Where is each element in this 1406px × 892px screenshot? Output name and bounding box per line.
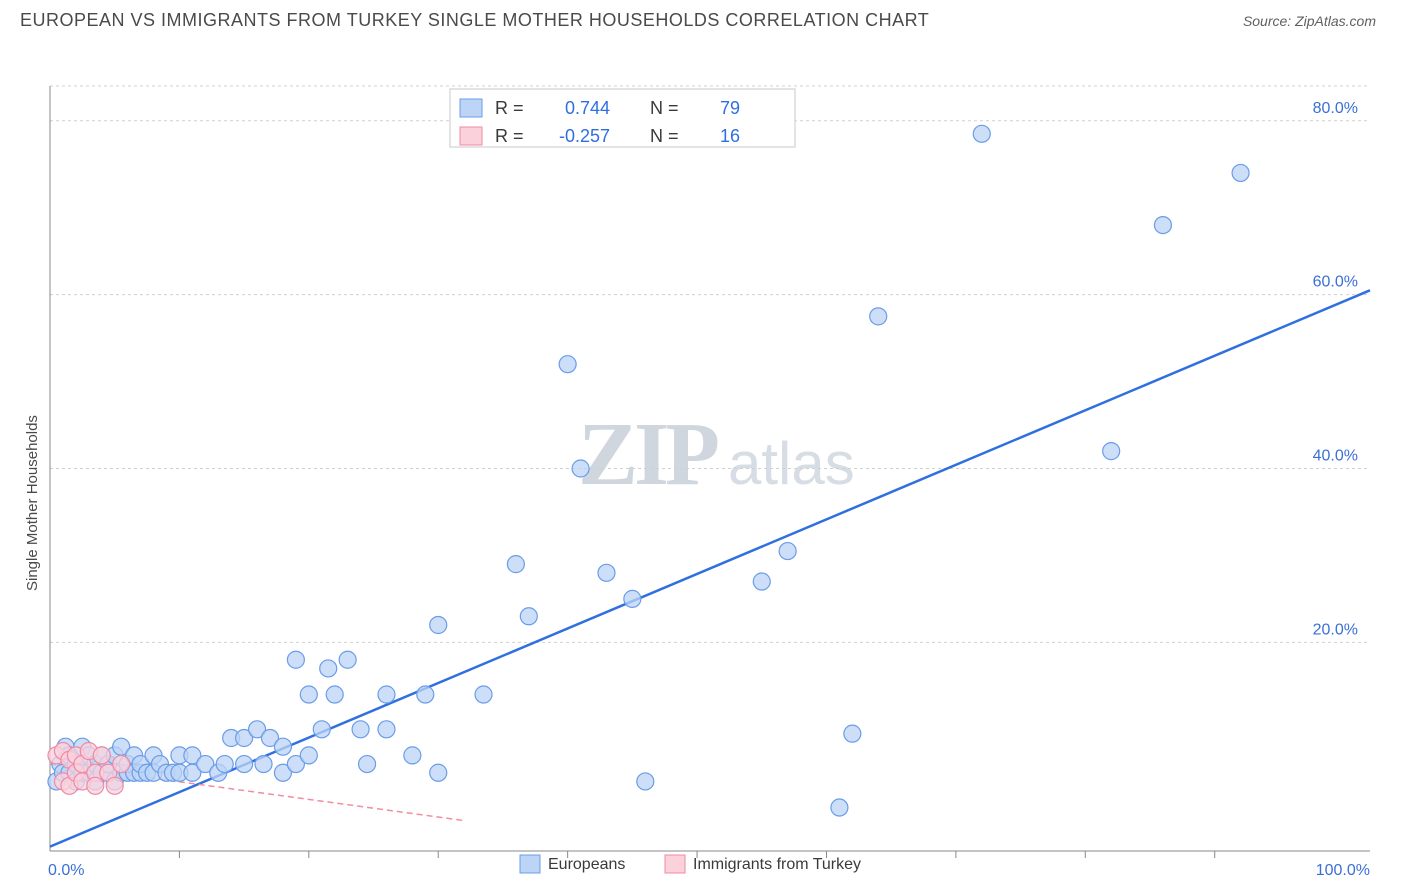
legend-swatch bbox=[520, 855, 540, 873]
data-point bbox=[520, 608, 537, 625]
data-point bbox=[274, 738, 291, 755]
data-point bbox=[313, 721, 330, 738]
data-point bbox=[216, 756, 233, 773]
data-point bbox=[1232, 164, 1249, 181]
data-point bbox=[93, 747, 110, 764]
data-point bbox=[1154, 217, 1171, 234]
data-point bbox=[359, 756, 376, 773]
y-tick-label: 80.0% bbox=[1313, 100, 1358, 117]
x-tick-label: 0.0% bbox=[48, 862, 84, 879]
data-point bbox=[507, 556, 524, 573]
data-point bbox=[430, 616, 447, 633]
data-point bbox=[870, 308, 887, 325]
legend-swatch bbox=[665, 855, 685, 873]
y-tick-label: 40.0% bbox=[1313, 448, 1358, 465]
data-point bbox=[753, 573, 770, 590]
watermark-text: atlas bbox=[728, 430, 855, 497]
stats-r-label: R = bbox=[495, 98, 524, 118]
stats-n-label: N = bbox=[650, 98, 679, 118]
data-point bbox=[320, 660, 337, 677]
stats-n-label: N = bbox=[650, 126, 679, 146]
x-tick-label: 100.0% bbox=[1316, 862, 1370, 879]
stats-swatch bbox=[460, 99, 482, 117]
data-point bbox=[572, 460, 589, 477]
data-point bbox=[598, 564, 615, 581]
data-point bbox=[559, 356, 576, 373]
data-point bbox=[378, 686, 395, 703]
data-point bbox=[404, 747, 421, 764]
y-tick-label: 20.0% bbox=[1313, 621, 1358, 638]
data-point bbox=[300, 747, 317, 764]
data-point bbox=[113, 756, 130, 773]
data-point bbox=[378, 721, 395, 738]
data-point bbox=[844, 725, 861, 742]
stats-r-value: 0.744 bbox=[565, 98, 610, 118]
stats-n-value: 79 bbox=[720, 98, 740, 118]
data-point bbox=[475, 686, 492, 703]
source-attribution: Source: ZipAtlas.com bbox=[1243, 13, 1376, 29]
data-point bbox=[430, 764, 447, 781]
legend-label: Europeans bbox=[548, 856, 625, 873]
y-tick-label: 60.0% bbox=[1313, 274, 1358, 291]
data-point bbox=[973, 125, 990, 142]
stats-r-label: R = bbox=[495, 126, 524, 146]
data-point bbox=[287, 651, 304, 668]
data-point bbox=[779, 543, 796, 560]
data-point bbox=[417, 686, 434, 703]
data-point bbox=[326, 686, 343, 703]
data-point bbox=[255, 756, 272, 773]
y-axis-label: Single Mother Households bbox=[24, 415, 41, 591]
legend-label: Immigrants from Turkey bbox=[693, 856, 861, 873]
data-point bbox=[831, 799, 848, 816]
chart-title: EUROPEAN VS IMMIGRANTS FROM TURKEY SINGL… bbox=[20, 10, 929, 31]
stats-n-value: 16 bbox=[720, 126, 740, 146]
data-point bbox=[236, 756, 253, 773]
watermark-text: ZIP bbox=[578, 405, 718, 504]
stats-swatch bbox=[460, 127, 482, 145]
data-point bbox=[637, 773, 654, 790]
data-point bbox=[106, 777, 123, 794]
data-point bbox=[1103, 443, 1120, 460]
data-point bbox=[624, 590, 641, 607]
stats-r-value: -0.257 bbox=[559, 126, 610, 146]
data-point bbox=[300, 686, 317, 703]
correlation-scatter-chart: ZIPatlas 20.0% 40.0% 60.0% 80.0% 0.0% 100.0% R … bbox=[0, 31, 1406, 883]
data-point bbox=[87, 777, 104, 794]
data-point bbox=[352, 721, 369, 738]
data-point bbox=[339, 651, 356, 668]
